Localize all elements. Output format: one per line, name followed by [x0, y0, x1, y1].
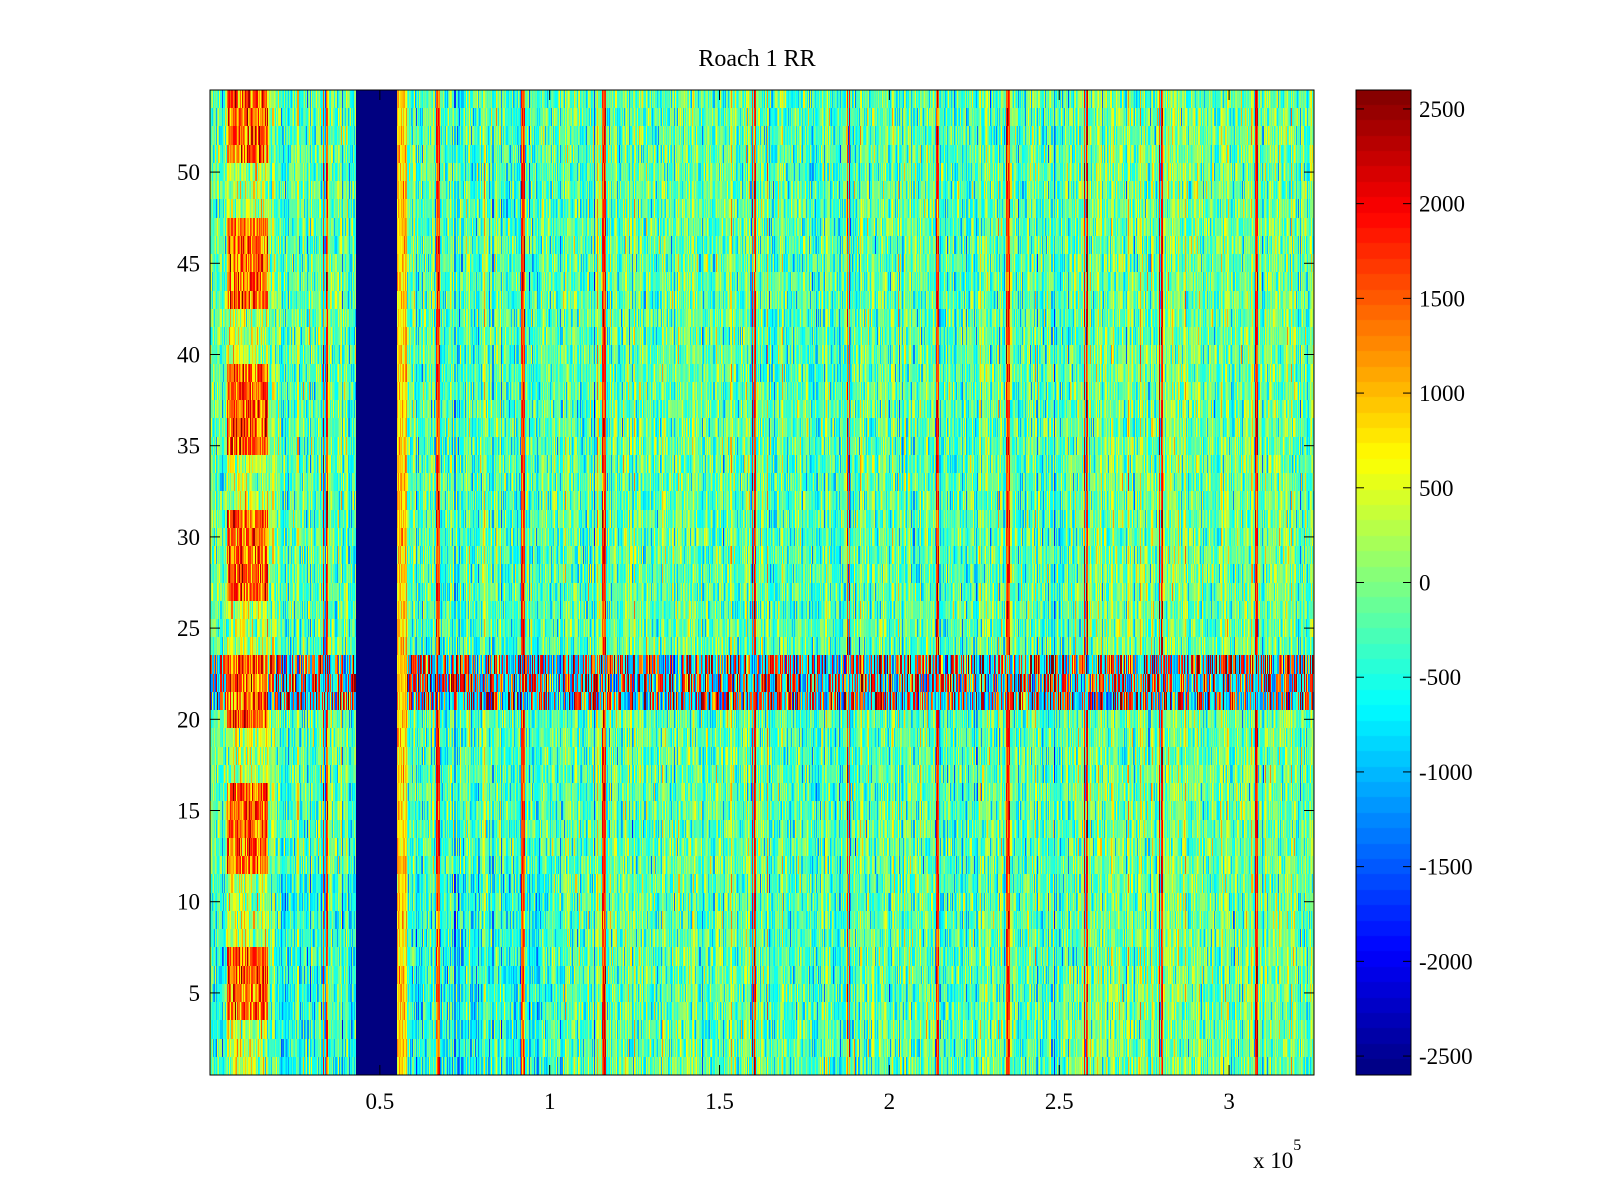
- colorbar-tick-label: 2000: [1419, 192, 1465, 217]
- colorbar-tick-label: -2000: [1419, 949, 1473, 974]
- colorbar-tick-label: 2500: [1419, 97, 1465, 122]
- colorbar-box: [1355, 89, 1412, 1076]
- colorbar-tick-label: -1000: [1419, 760, 1473, 785]
- y-tick-label: 10: [177, 890, 200, 915]
- chart-title: Roach 1 RR: [698, 46, 815, 72]
- colorbar-tick-label: -500: [1419, 665, 1461, 690]
- heatmap-image: [210, 90, 1314, 1075]
- x-tick-label: 1: [544, 1089, 556, 1114]
- colorbar-tick-label: 500: [1419, 476, 1454, 501]
- x-tick-label: 3: [1223, 1089, 1235, 1114]
- plot-axes-box: [209, 89, 1315, 1076]
- y-tick-label: 25: [177, 616, 200, 641]
- x-exponent-base: x 10: [1253, 1148, 1293, 1173]
- y-tick-label: 20: [177, 707, 200, 732]
- colorbar-tick-label: -2500: [1419, 1044, 1473, 1069]
- x-tick-label: 0.5: [365, 1089, 394, 1114]
- colorbar-gradient: [1356, 90, 1411, 1075]
- colorbar-tick-label: 1000: [1419, 381, 1465, 406]
- colorbar-ticks: 2500 2000 1500 1000 500 0 -500 -1000 -1500 -2000 -…: [1356, 97, 1473, 1069]
- colorbar-tick-label: 1500: [1419, 286, 1465, 311]
- x-tick-label: 2: [884, 1089, 896, 1114]
- x-tick-label: 1.5: [705, 1089, 734, 1114]
- colorbar-tick-label: 0: [1419, 571, 1431, 596]
- x-exponent-power: 5: [1293, 1137, 1301, 1154]
- y-tick-label: 45: [177, 251, 200, 276]
- x-tick-label: 2.5: [1045, 1089, 1074, 1114]
- y-tick-label: 50: [177, 160, 200, 185]
- y-tick-label: 5: [189, 981, 201, 1006]
- y-tick-label: 40: [177, 342, 200, 367]
- y-tick-label: 15: [177, 799, 200, 824]
- y-axis-ticks: 5 10 15 20 25 30 35 40 45 50: [177, 160, 1314, 1006]
- x-axis-ticks: 0.5 1 1.5 2 2.5 3: [365, 90, 1235, 1114]
- colorbar-tick-label: -1500: [1419, 855, 1473, 880]
- y-tick-label: 30: [177, 525, 200, 550]
- y-tick-label: 35: [177, 434, 200, 459]
- x-axis-exponent: x 105: [1253, 1137, 1301, 1173]
